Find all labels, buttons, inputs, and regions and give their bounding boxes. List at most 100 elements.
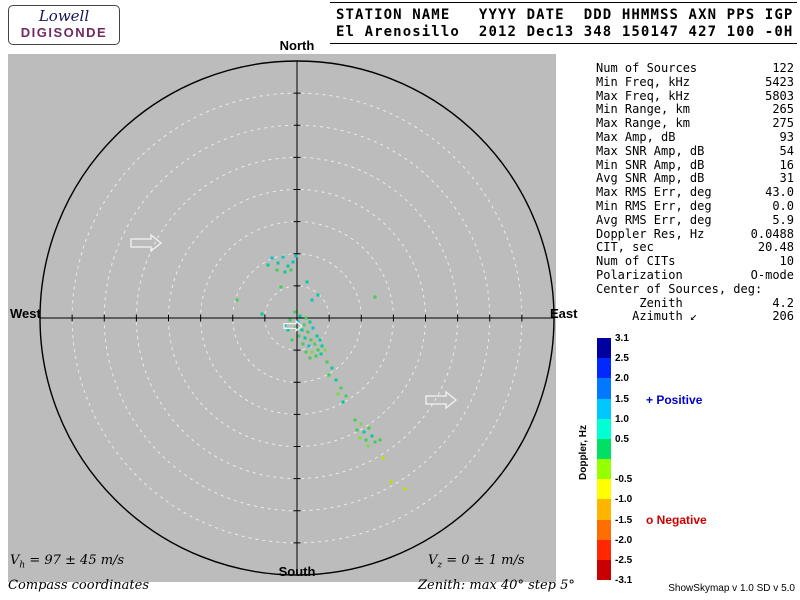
stat-label: Min Freq, kHz [596, 74, 690, 89]
colorbar-tick-label: -2.5 [615, 554, 633, 566]
colorbar-title: Doppler, Hz [578, 424, 589, 480]
stat-label: Min Range, km [596, 102, 690, 117]
stat-value: 10 [779, 254, 794, 269]
skymap-svg [8, 54, 556, 582]
colorbar-segment [597, 398, 611, 419]
colorbar [597, 338, 611, 581]
horizontal-velocity: Vh = 97 ± 45 m/s [10, 553, 124, 571]
stat-row: Center of Sources, deg: [596, 281, 794, 297]
source-dot [286, 328, 290, 332]
stat-label: Max Amp, dB [596, 129, 676, 144]
source-dot [279, 285, 283, 289]
colorbar-segment [597, 358, 611, 379]
stat-label: Min RMS Err, deg [596, 198, 712, 213]
source-dot [373, 295, 377, 299]
vh-value: = 97 ± 45 m/s [25, 553, 125, 568]
source-dot [303, 336, 307, 340]
source-dot [334, 378, 338, 382]
compass-label-west: West [10, 306, 41, 321]
source-dot [291, 260, 295, 264]
source-dot [378, 438, 382, 442]
stat-value: 43.0 [765, 185, 794, 200]
vz-symbol: V [428, 553, 438, 568]
vh-subscript: h [19, 560, 26, 571]
colorbar-segment [597, 438, 611, 460]
vz-value: = 0 ± 1 m/s [442, 553, 525, 568]
source-dot [358, 436, 362, 440]
source-dot [290, 338, 294, 342]
source-dot [373, 440, 377, 444]
colorbar-ticks: 3.1 2.5 2.0 1.5 1.0 0.5 -0.5 -1.0 -1.5 -2.0 -2.5 -3… [615, 333, 649, 586]
source-dot [339, 386, 343, 390]
source-dot [370, 434, 374, 438]
stat-value: 20.48 [757, 240, 794, 255]
stat-row: Zenith 4.2 [596, 295, 794, 311]
source-dot [381, 456, 385, 460]
stat-row: Min Freq, kHz 5423 [596, 74, 794, 90]
colorbar-segment [597, 519, 611, 540]
source-dot [330, 366, 334, 370]
colorbar-tick-label: 1.5 [615, 393, 629, 405]
stat-value: O-mode [750, 267, 794, 282]
compass-label-north: North [279, 38, 315, 53]
stat-label: Zenith [596, 295, 683, 310]
positive-label: + Positive [646, 393, 703, 407]
station-header: STATION NAME YYYY DATE DDD HHMMSS AXN PP… [336, 7, 793, 40]
stat-row: Max Freq, kHz 5803 [596, 88, 794, 104]
colorbar-segment [597, 539, 611, 560]
stat-value: 16 [779, 157, 794, 172]
source-dot [389, 480, 393, 484]
source-dot [308, 320, 312, 324]
stat-value: 93 [779, 129, 794, 144]
vz-subscript: z [437, 560, 443, 571]
colorbar-tick-label: -2.0 [615, 534, 633, 546]
stat-label: Center of Sources, deg: [596, 281, 763, 296]
drift-arrow [425, 390, 458, 410]
zenith-range-label: Zenith: max 40° step 5° [418, 578, 575, 593]
stat-row: Min RMS Err, deg 0.0 [596, 198, 794, 214]
compass-label-east: East [550, 306, 578, 321]
source-dot [367, 426, 371, 430]
source-dot [302, 323, 306, 327]
stat-row: Avg SNR Amp, dB 31 [596, 172, 794, 186]
source-dot [275, 268, 279, 272]
stat-value: 5803 [765, 88, 794, 103]
station-header-row2: El Arenosillo 2012 Dec13 348 150147 427 … [336, 23, 794, 40]
colorbar-tick-label: -1.5 [615, 514, 633, 526]
stat-label: CIT, sec [596, 240, 654, 255]
source-dot [366, 444, 370, 448]
source-dot [288, 318, 292, 322]
source-dot [283, 323, 287, 327]
source-dot [308, 356, 312, 360]
stat-label: Num of CITs [596, 254, 676, 269]
stat-row: Max RMS Err, deg 43.0 [596, 185, 794, 200]
vertical-velocity: Vz = 0 ± 1 m/s [428, 553, 525, 571]
colorbar-segment [597, 418, 611, 439]
source-dot [403, 487, 407, 491]
colorbar-tick-label: 3.1 [615, 333, 629, 344]
stat-value: 5423 [765, 74, 794, 89]
source-dot [304, 316, 308, 320]
stat-value: 265 [772, 102, 794, 117]
stat-row: Avg RMS Err, deg 5.9 [596, 213, 794, 228]
stat-row: Polarization O-mode [596, 267, 794, 283]
colorbar-tick-label: 0.5 [615, 433, 629, 445]
source-dot [281, 255, 285, 259]
source-dot [305, 280, 309, 284]
stat-row: Num of Sources 122 [596, 61, 794, 76]
source-dot [341, 400, 345, 404]
vh-symbol: V [10, 553, 20, 568]
source-dot [316, 348, 320, 352]
stat-row: CIT, sec 20.48 [596, 241, 794, 255]
source-dot [320, 344, 324, 348]
colorbar-segment [597, 499, 611, 520]
source-dot [293, 310, 297, 314]
source-dot [310, 298, 314, 302]
colorbar-tick-label: -0.5 [615, 474, 633, 486]
source-dot [325, 360, 329, 364]
source-dot [283, 270, 287, 274]
source-dot [310, 350, 314, 354]
source-dot [344, 394, 348, 398]
source-dot [327, 373, 331, 377]
stat-row: Min Range, km 265 [596, 103, 794, 117]
